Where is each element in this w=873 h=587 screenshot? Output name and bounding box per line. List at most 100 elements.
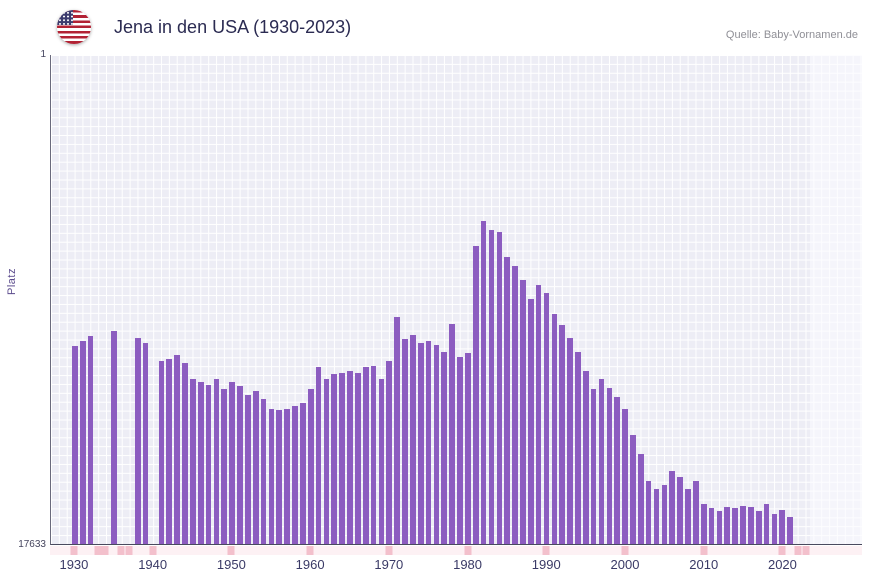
- plot-area: [50, 55, 862, 545]
- bar-1939: [142, 343, 149, 544]
- x-tick-label-1980: 1980: [453, 557, 483, 572]
- bar-1962: [323, 379, 330, 544]
- bar-1976: [433, 344, 440, 544]
- bar-slot-2023: [802, 55, 810, 544]
- bar-1984: [496, 232, 503, 544]
- bars-container: [51, 55, 862, 544]
- bar-slot-2004: [653, 55, 661, 544]
- bar-slot-2020: [778, 55, 786, 544]
- bar-slot-1975: [425, 55, 433, 544]
- bar-slot-2005: [660, 55, 668, 544]
- bar-slot-1952: [244, 55, 252, 544]
- us-flag-icon: [57, 10, 91, 44]
- bar-slot-1936: [118, 55, 126, 544]
- bar-slot-1933: [95, 55, 103, 544]
- bar-slot-2008: [684, 55, 692, 544]
- bar-slot-1971: [393, 55, 401, 544]
- bar-slot-1984: [495, 55, 503, 544]
- no-data-marker-1936: [117, 546, 125, 555]
- x-tick-label-1990: 1990: [531, 557, 561, 572]
- bar-1981: [472, 246, 479, 544]
- x-tick-label-2000: 2000: [610, 557, 640, 572]
- bar-slot-1931: [79, 55, 87, 544]
- bar-1951: [237, 386, 243, 544]
- bar-slot-2001: [629, 55, 637, 544]
- bar-slot-1974: [417, 55, 425, 544]
- bar-1971: [394, 317, 400, 544]
- bar-2013: [724, 507, 731, 544]
- bar-slot-1980: [464, 55, 472, 544]
- bar-1969: [378, 379, 385, 544]
- bar-slot-1979: [456, 55, 464, 544]
- x-tick-label-2010: 2010: [689, 557, 719, 572]
- bar-slot-1988: [527, 55, 535, 544]
- bar-2004: [653, 489, 660, 544]
- bar-1991: [551, 314, 558, 544]
- bar-2020: [779, 509, 786, 544]
- bar-slot-1973: [409, 55, 417, 544]
- x-tick-mark-1990: [542, 546, 550, 555]
- bar-slot-2021: [786, 55, 794, 544]
- bar-2010: [700, 504, 707, 544]
- bar-2001: [630, 434, 636, 544]
- bar-slot-2014: [731, 55, 739, 544]
- bar-1943: [174, 354, 180, 544]
- y-axis-bottom-label: 17633: [18, 539, 46, 550]
- bar-slot-1961: [315, 55, 323, 544]
- bar-1985: [504, 257, 511, 544]
- bar-slot-1966: [354, 55, 362, 544]
- bar-slot-1986: [511, 55, 519, 544]
- bar-slot-1963: [330, 55, 338, 544]
- bar-2011: [708, 508, 715, 544]
- bar-slot-2010: [700, 55, 708, 544]
- bar-slot-1945: [189, 55, 197, 544]
- bar-2019: [771, 513, 778, 544]
- bar-1997: [598, 379, 605, 544]
- bar-slot-1953: [252, 55, 260, 544]
- bar-1986: [512, 265, 518, 544]
- bar-1945: [189, 379, 196, 544]
- bar-slot-1987: [519, 55, 527, 544]
- bar-1994: [575, 351, 581, 544]
- bar-slot-1938: [134, 55, 142, 544]
- bar-slot-1956: [275, 55, 283, 544]
- bar-slot-2013: [723, 55, 731, 544]
- bar-2002: [637, 454, 644, 544]
- bar-slot-1993: [566, 55, 574, 544]
- bar-slot-1983: [488, 55, 496, 544]
- bar-slot-1976: [433, 55, 441, 544]
- bar-slot-1997: [598, 55, 606, 544]
- bar-1989: [535, 285, 542, 544]
- bar-1935: [111, 330, 118, 544]
- bar-slot-1947: [205, 55, 213, 544]
- bar-1950: [229, 382, 235, 544]
- bar-2006: [669, 470, 676, 544]
- bar-1998: [606, 387, 613, 544]
- bar-2003: [645, 480, 652, 544]
- bar-1975: [425, 340, 432, 544]
- chart-title: Jena in den USA (1930-2023): [114, 17, 352, 37]
- x-axis-tick-strip: [50, 546, 862, 555]
- bar-1953: [252, 390, 259, 544]
- bar-slot-2003: [645, 55, 653, 544]
- bar-1958: [292, 405, 298, 544]
- bar-slot-1949: [220, 55, 228, 544]
- bar-slot-1948: [212, 55, 220, 544]
- x-tick-mark-1960: [306, 546, 314, 555]
- bar-1977: [441, 351, 448, 544]
- bar-1965: [347, 371, 353, 544]
- bar-slot-2012: [715, 55, 723, 544]
- x-tick-label-1930: 1930: [59, 557, 89, 572]
- bar-slot-1958: [291, 55, 299, 544]
- bar-slot-1940: [150, 55, 158, 544]
- bar-slot-1954: [260, 55, 268, 544]
- bar-2014: [732, 508, 738, 544]
- bar-1957: [284, 408, 290, 544]
- no-data-marker-1940: [149, 546, 157, 555]
- bar-slot-1972: [401, 55, 409, 544]
- x-tick-label-1950: 1950: [216, 557, 246, 572]
- bar-slot-1964: [338, 55, 346, 544]
- bar-slot-1990: [543, 55, 551, 544]
- bar-1956: [276, 409, 283, 544]
